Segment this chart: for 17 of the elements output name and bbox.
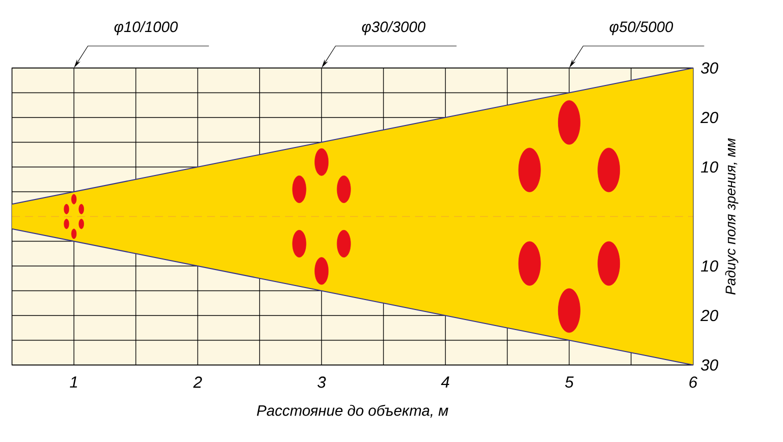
- text: φ10/1000: [114, 21, 178, 36]
- x-tick-label: 2: [193, 376, 202, 388]
- text: φ30/3000: [362, 21, 426, 36]
- text: φ50/5000: [610, 21, 674, 36]
- x-tick-label: 1: [70, 376, 78, 388]
- x-tick-label: 6: [689, 376, 698, 388]
- y-tick-label: 30: [700, 359, 718, 371]
- y-tick-label: 30: [700, 62, 718, 74]
- x-tick-label: 4: [441, 376, 450, 388]
- x-axis-title: Расстояние до объекта, м: [256, 404, 448, 418]
- y-tick-label: 20: [700, 112, 718, 124]
- x-tick-label: 3: [317, 376, 326, 388]
- y-tick-label: 20: [700, 310, 718, 322]
- y-tick-label: 10: [700, 161, 718, 173]
- y-tick-label: 10: [700, 260, 718, 272]
- y-axis-title: Радиус поля зрения, мм: [725, 138, 738, 295]
- x-tick-label: 5: [565, 376, 574, 388]
